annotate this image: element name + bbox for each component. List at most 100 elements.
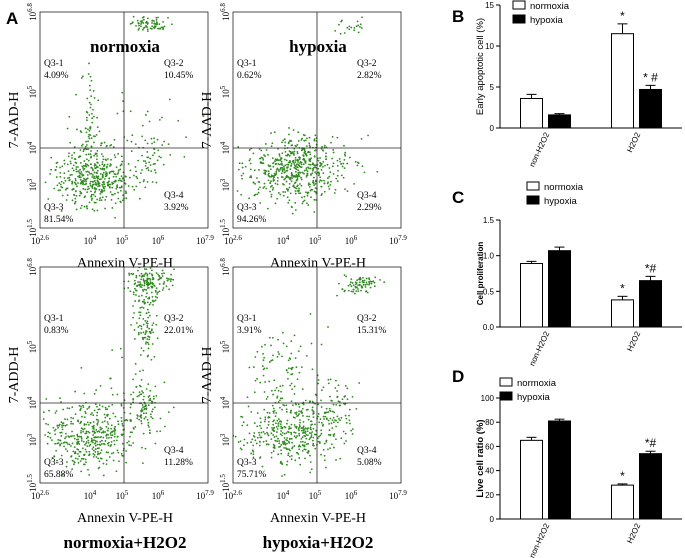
cell-dot <box>78 455 81 458</box>
cell-dot <box>79 149 82 151</box>
cell-dot <box>297 350 300 353</box>
cell-dot <box>150 137 153 140</box>
cell-dot <box>73 158 76 160</box>
cell-dot <box>102 171 105 174</box>
cell-dot <box>278 192 280 194</box>
cell-dot <box>143 336 145 339</box>
cell-dot <box>314 423 316 426</box>
cell-dot <box>134 362 137 365</box>
cell-dot <box>85 432 88 435</box>
cell-dot <box>168 288 171 291</box>
cell-dot <box>97 421 99 423</box>
cell-dot <box>289 411 292 414</box>
cell-dot <box>283 183 285 186</box>
cell-dot <box>298 156 300 159</box>
cell-dot <box>93 436 95 439</box>
quadrant-percent: 0.62% <box>237 71 262 81</box>
cell-dot <box>148 429 151 432</box>
cell-dot <box>60 180 63 183</box>
cell-dot <box>110 440 113 443</box>
cell-dot <box>93 171 96 174</box>
cell-dot <box>138 317 141 320</box>
tick-exponent: 4 <box>219 396 227 400</box>
cell-dot <box>117 420 119 423</box>
cell-dot <box>293 162 296 165</box>
quadrant-percent: 2.82% <box>357 71 382 81</box>
cell-dot <box>345 440 347 442</box>
cell-dot <box>83 148 85 151</box>
cell-dot <box>129 22 132 25</box>
cell-dot <box>309 461 312 463</box>
cell-dot <box>74 457 77 460</box>
cell-dot <box>111 170 114 173</box>
legend-label: normoxia <box>544 182 584 193</box>
cell-dot <box>320 432 323 435</box>
cell-dot <box>335 177 338 180</box>
cell-dot <box>162 282 165 285</box>
quadrant-name: Q3-4 <box>357 446 377 456</box>
cell-dot <box>281 384 284 387</box>
cell-dot <box>311 400 314 403</box>
cell-dot <box>325 158 328 161</box>
cell-dot <box>361 16 363 19</box>
cell-dot <box>300 163 303 166</box>
cell-dot <box>270 180 272 183</box>
cell-dot <box>99 173 102 175</box>
cell-dot <box>143 281 146 284</box>
cell-dot <box>109 377 112 380</box>
cell-dot <box>280 176 283 178</box>
cell-dot <box>318 435 320 438</box>
cell-dot <box>115 175 118 178</box>
cell-dot <box>126 441 129 444</box>
cell-dot <box>141 135 144 138</box>
cell-dot <box>108 405 110 408</box>
cell-dot <box>342 162 345 165</box>
cell-dot <box>139 283 142 285</box>
cell-dot <box>164 425 166 428</box>
cell-dot <box>275 169 278 171</box>
cell-dot <box>121 356 123 359</box>
cell-dot <box>252 366 255 368</box>
cell-dot <box>70 422 72 425</box>
cell-dot <box>161 116 163 119</box>
cell-dot <box>246 396 249 399</box>
cell-dot <box>324 415 327 418</box>
tick-label: 101.5 <box>26 219 38 237</box>
cell-dot <box>82 430 85 433</box>
cell-dot <box>56 424 59 427</box>
cell-dot <box>114 179 117 182</box>
tick-base: 10 <box>31 491 41 501</box>
cell-dot <box>154 171 157 174</box>
cell-dot <box>145 272 147 275</box>
cell-dot <box>247 405 250 408</box>
cell-dot <box>309 189 312 192</box>
cell-dot <box>297 445 300 448</box>
tick-exponent: 6.8 <box>219 3 227 12</box>
cell-dot <box>287 430 289 433</box>
tick-label: 102.6 <box>224 234 242 246</box>
cell-dot <box>284 150 287 153</box>
cell-dot <box>100 144 102 147</box>
cell-dot <box>70 173 73 176</box>
cell-dot <box>262 359 265 362</box>
cell-dot <box>293 393 296 395</box>
cell-dot <box>284 164 287 166</box>
cell-dot <box>74 182 77 185</box>
tick-base: 10 <box>277 236 287 246</box>
tick-exponent: 5 <box>125 234 129 242</box>
cell-dot <box>105 425 108 428</box>
cell-dot <box>322 166 324 168</box>
cell-dot <box>76 433 79 436</box>
cell-dot <box>97 180 99 183</box>
cell-dot <box>151 408 154 411</box>
tick-label: 106.8 <box>26 258 38 276</box>
cell-dot <box>270 451 273 454</box>
cell-dot <box>98 130 101 133</box>
cell-dot <box>85 461 87 464</box>
cell-dot <box>143 274 146 276</box>
cell-dot <box>323 459 326 462</box>
cell-dot <box>272 427 275 430</box>
cell-dot <box>68 443 71 446</box>
cell-dot <box>302 403 305 406</box>
cell-dot <box>353 29 356 32</box>
